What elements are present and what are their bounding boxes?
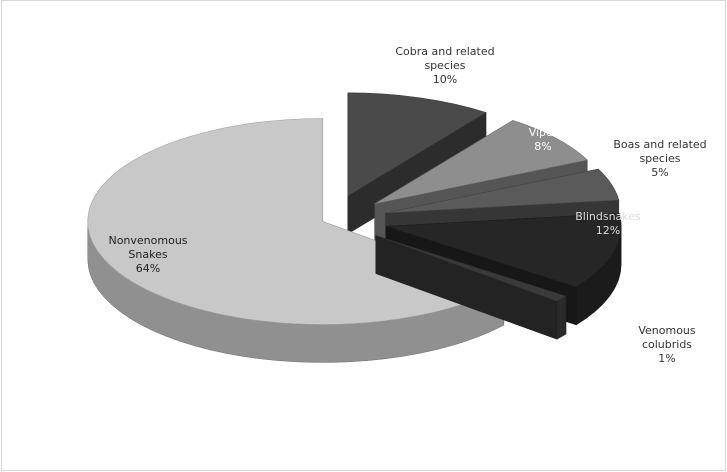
slice-name: Snakes (128, 248, 167, 261)
slice-percent: 5% (651, 166, 668, 179)
slice-name: Nonvenomous (108, 234, 187, 247)
slice-percent: 12% (596, 224, 620, 237)
slice-percent: 64% (136, 262, 160, 275)
slice-name: Boas and related (613, 138, 706, 151)
label-viper: Viper 8% (529, 126, 558, 153)
slice-venomous-colubrids (375, 235, 567, 340)
slice-name: Venomous (638, 324, 696, 337)
pie-slices (87, 92, 622, 363)
slice-percent: 10% (433, 73, 457, 86)
label-venomous-colubrids: Venomous colubrids 1% (638, 324, 696, 365)
slice-name: species (639, 152, 680, 165)
slice-name: Blindsnakes (575, 210, 641, 223)
label-cobra-and-related-species: Cobra and related species 10% (395, 45, 494, 86)
slice-name: Viper (529, 126, 558, 139)
slice-name: Cobra and related (395, 45, 494, 58)
pie-labels: Cobra and related species 10%Viper 8% Boas a… (108, 45, 706, 365)
label-boas-and-related-species: Boas and related species 5% (613, 138, 706, 179)
label-nonvenomous-snakes: Nonvenomous Snakes 64% (108, 234, 187, 275)
slice-percent: 1% (658, 352, 675, 365)
slice-name: colubrids (642, 338, 692, 351)
label-blindsnakes: Blindsnakes 12% (575, 210, 641, 237)
slice-percent: 8% (534, 140, 551, 153)
slice-name: species (424, 59, 465, 72)
